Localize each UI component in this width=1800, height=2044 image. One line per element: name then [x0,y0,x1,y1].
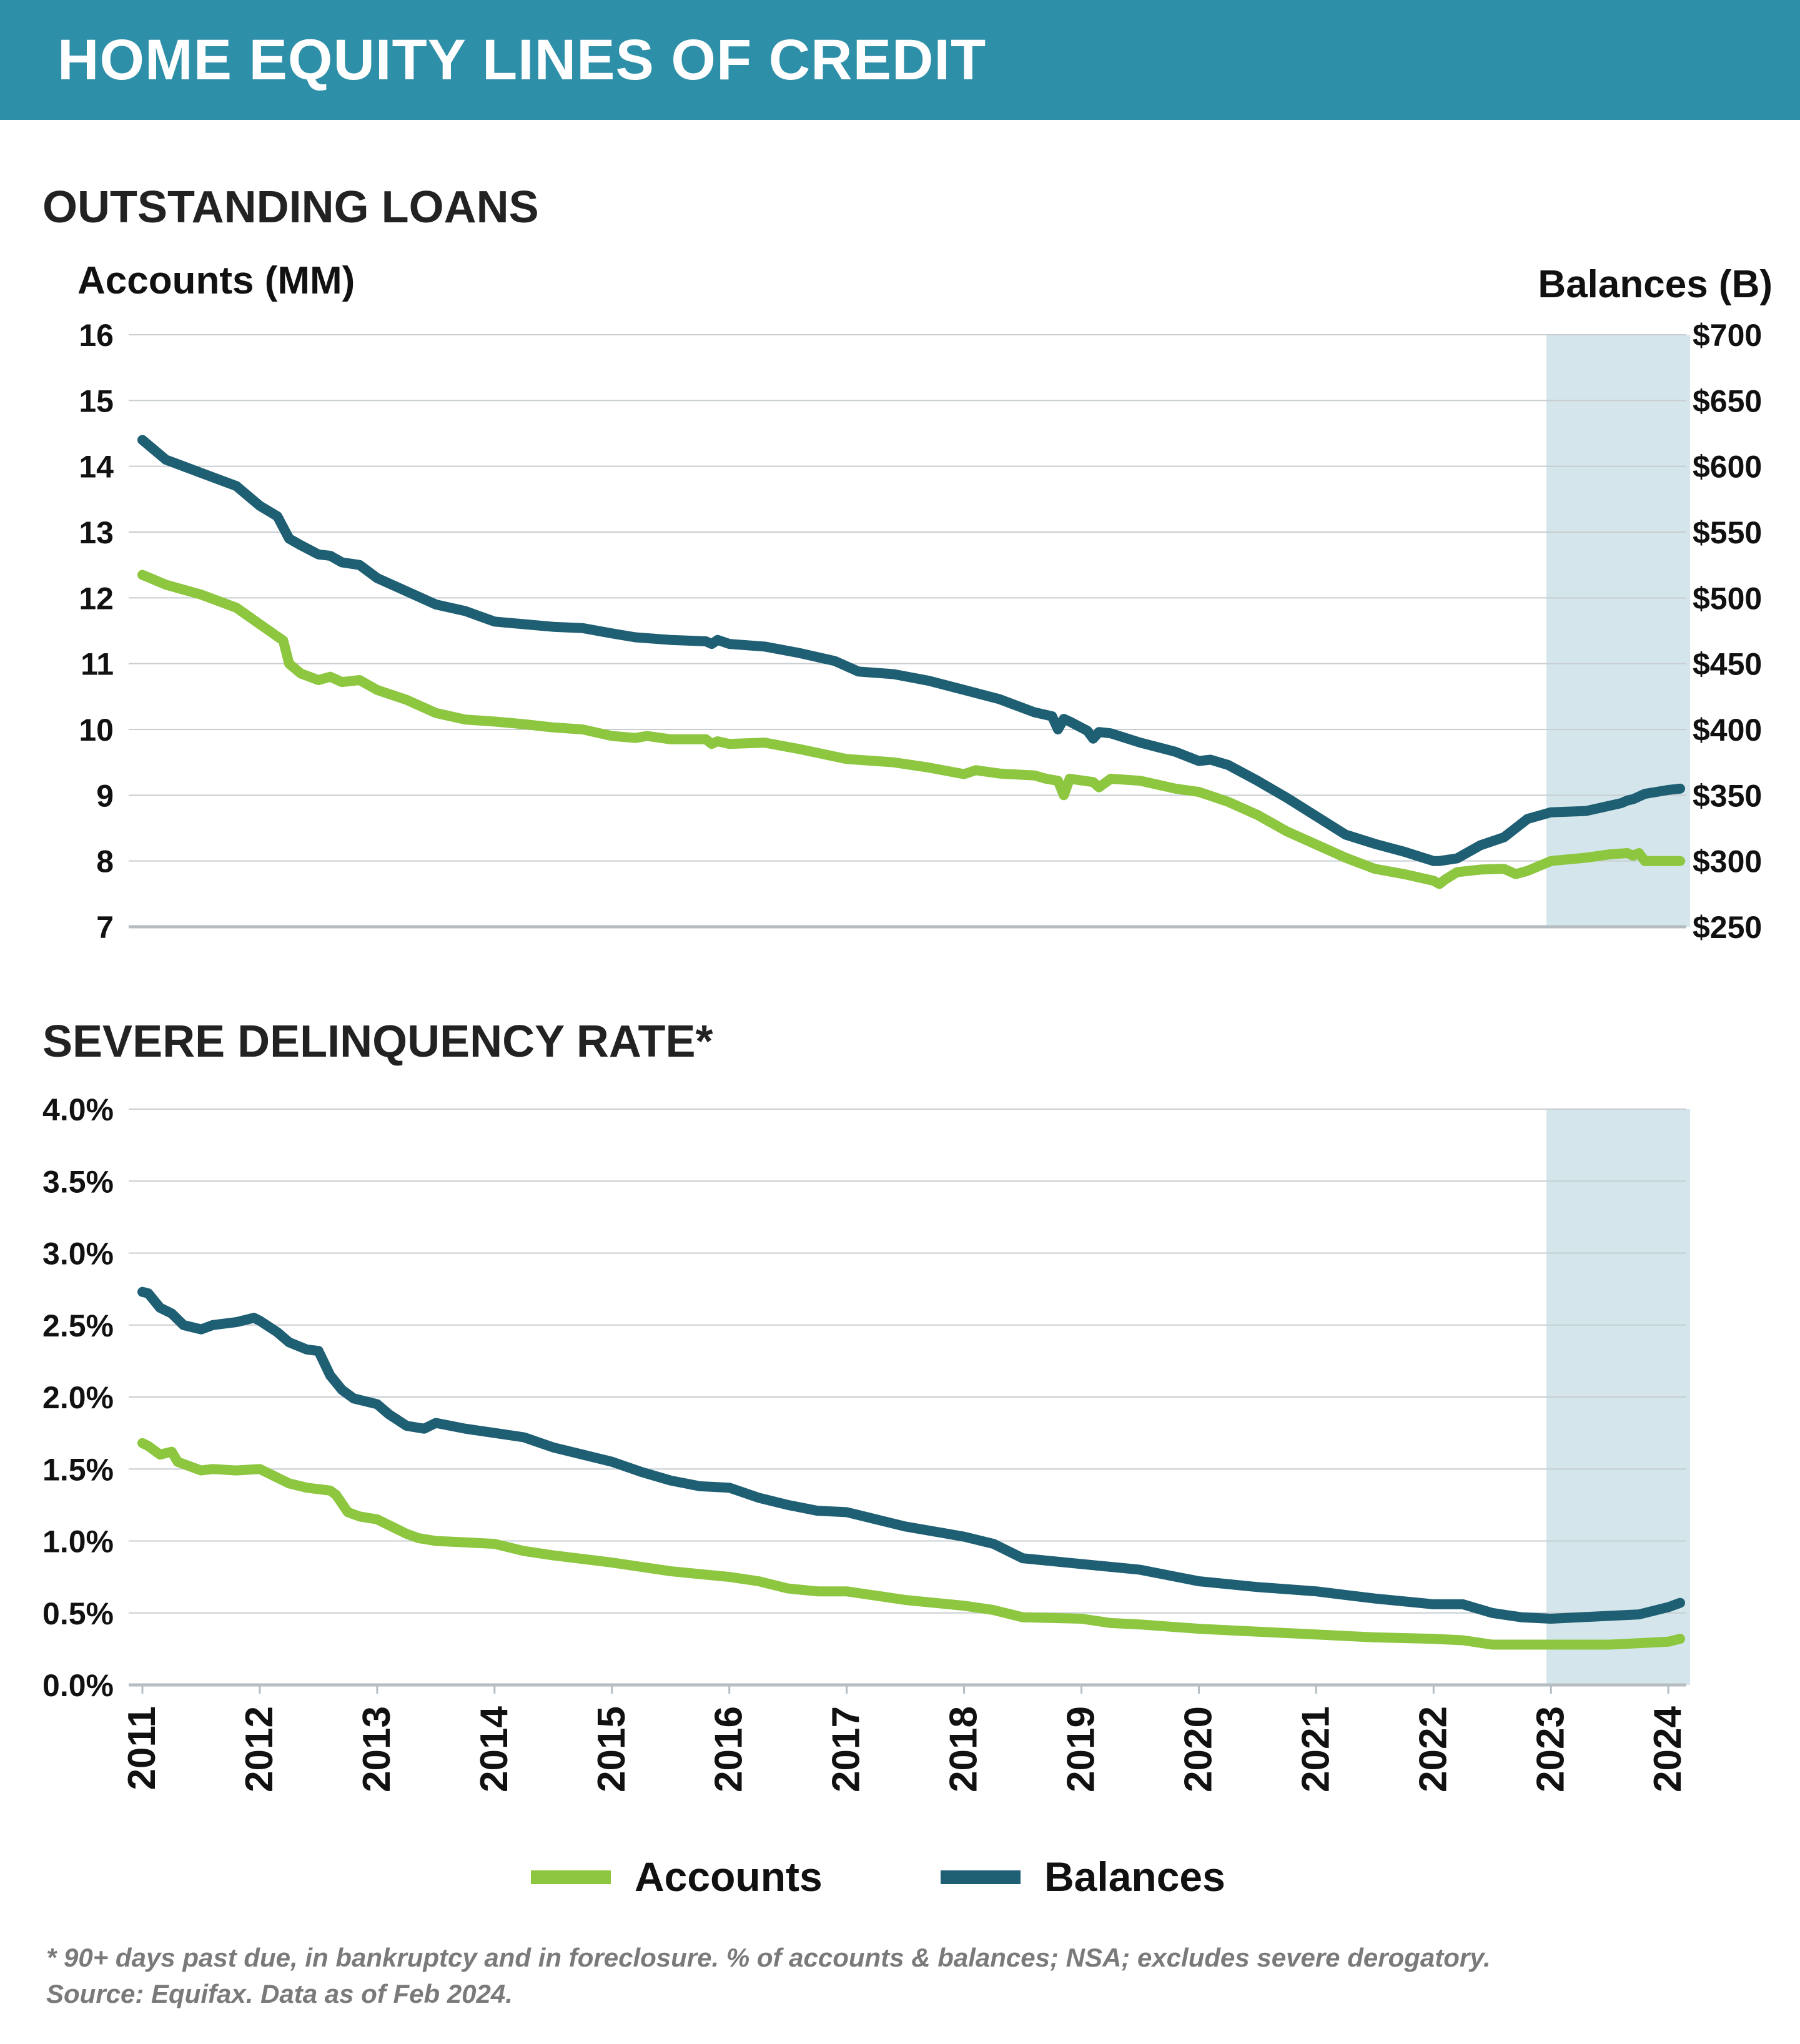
y-tick-label: 1.0% [42,1524,114,1559]
highlight-band [1546,335,1690,927]
x-tick-label: 2015 [590,1706,633,1792]
y-left-tick-label: 10 [79,713,114,748]
series-line-balances [137,435,1685,866]
y-tick-label: 4.0% [42,1092,114,1127]
banner-title: HOME EQUITY LINES OF CREDIT [57,28,987,92]
y-tick-label: 0.5% [42,1596,114,1631]
y-right-tick-label: $500 [1693,581,1762,616]
series-line-accounts [137,570,1685,889]
x-tick-label: 2014 [473,1706,516,1792]
x-tick-label: 2021 [1294,1706,1337,1792]
x-tick-label: 2023 [1529,1706,1572,1792]
y-tick-label: 2.0% [42,1380,114,1415]
legend: Accounts Balances [531,1854,1225,1900]
y-left-tick-label: 11 [81,647,114,682]
y-tick-label: 3.0% [42,1237,114,1271]
y-left-tick-label: 8 [96,844,114,879]
footnote-line-1: * 90+ days past due, in bankruptcy and i… [46,1943,1491,1972]
delinquency-rate-chart: SEVERE DELINQUENCY RATE* 4.0% 3.5% 3.0% 2.5%… [42,1017,1690,1792]
y-left-tick-label: 12 [79,581,114,616]
series-line-balances [137,1286,1685,1624]
x-tick-label: 2012 [238,1706,281,1792]
series-line-accounts [137,1438,1685,1650]
y-right-tick-label: $600 [1693,450,1762,485]
y-left-tick-label: 16 [79,318,114,353]
footnote-line-2: Source: Equifax. Data as of Feb 2024. [46,1979,513,2008]
y-right-tick-label: $350 [1693,778,1762,813]
x-tick-label: 2020 [1177,1706,1220,1792]
y-right-tick-label: $700 [1693,318,1762,353]
y-tick-label: 2.5% [42,1308,114,1343]
y-right-tick-label: $450 [1693,647,1762,682]
legend-label-balances: Balances [1044,1854,1225,1900]
x-tick-label: 2019 [1060,1706,1103,1792]
y-tick-label: 3.5% [42,1164,114,1199]
y-right-axis-label: Balances (B) [1538,263,1773,306]
y-left-tick-label: 15 [79,383,114,418]
y-right-tick-label: $650 [1693,383,1762,418]
outstanding-loans-chart: OUTSTANDING LOANS Accounts (MM) Balances (… [42,182,1773,945]
x-tick-label: 2018 [942,1706,986,1792]
y-tick-label: 1.5% [42,1452,114,1487]
y-right-tick-label: $300 [1693,844,1762,879]
y-right-tick-label: $250 [1693,910,1762,945]
y-left-tick-label: 9 [96,778,114,813]
y-tick-label: 0.0% [42,1668,114,1703]
footnote: * 90+ days past due, in bankruptcy and i… [46,1940,1491,2012]
chart-title: OUTSTANDING LOANS [42,182,539,232]
chart-title: SEVERE DELINQUENCY RATE* [42,1017,713,1067]
legend-label-accounts: Accounts [635,1854,823,1900]
x-tick-label: 2017 [825,1706,868,1792]
x-tick-label: 2022 [1412,1706,1455,1792]
y-left-axis-label: Accounts (MM) [77,259,355,302]
y-right-tick-label: $550 [1693,515,1762,550]
x-tick-label: 2013 [355,1706,398,1792]
x-tick-label: 2016 [708,1706,751,1792]
header-banner: HOME EQUITY LINES OF CREDIT [0,0,1800,120]
x-tick-label: 2024 [1646,1706,1689,1792]
y-left-tick-label: 7 [96,910,114,945]
x-tick-label: 2011 [121,1706,164,1790]
y-left-tick-label: 14 [79,450,114,485]
y-right-tick-label: $400 [1693,713,1762,748]
y-left-tick-label: 13 [79,515,114,550]
